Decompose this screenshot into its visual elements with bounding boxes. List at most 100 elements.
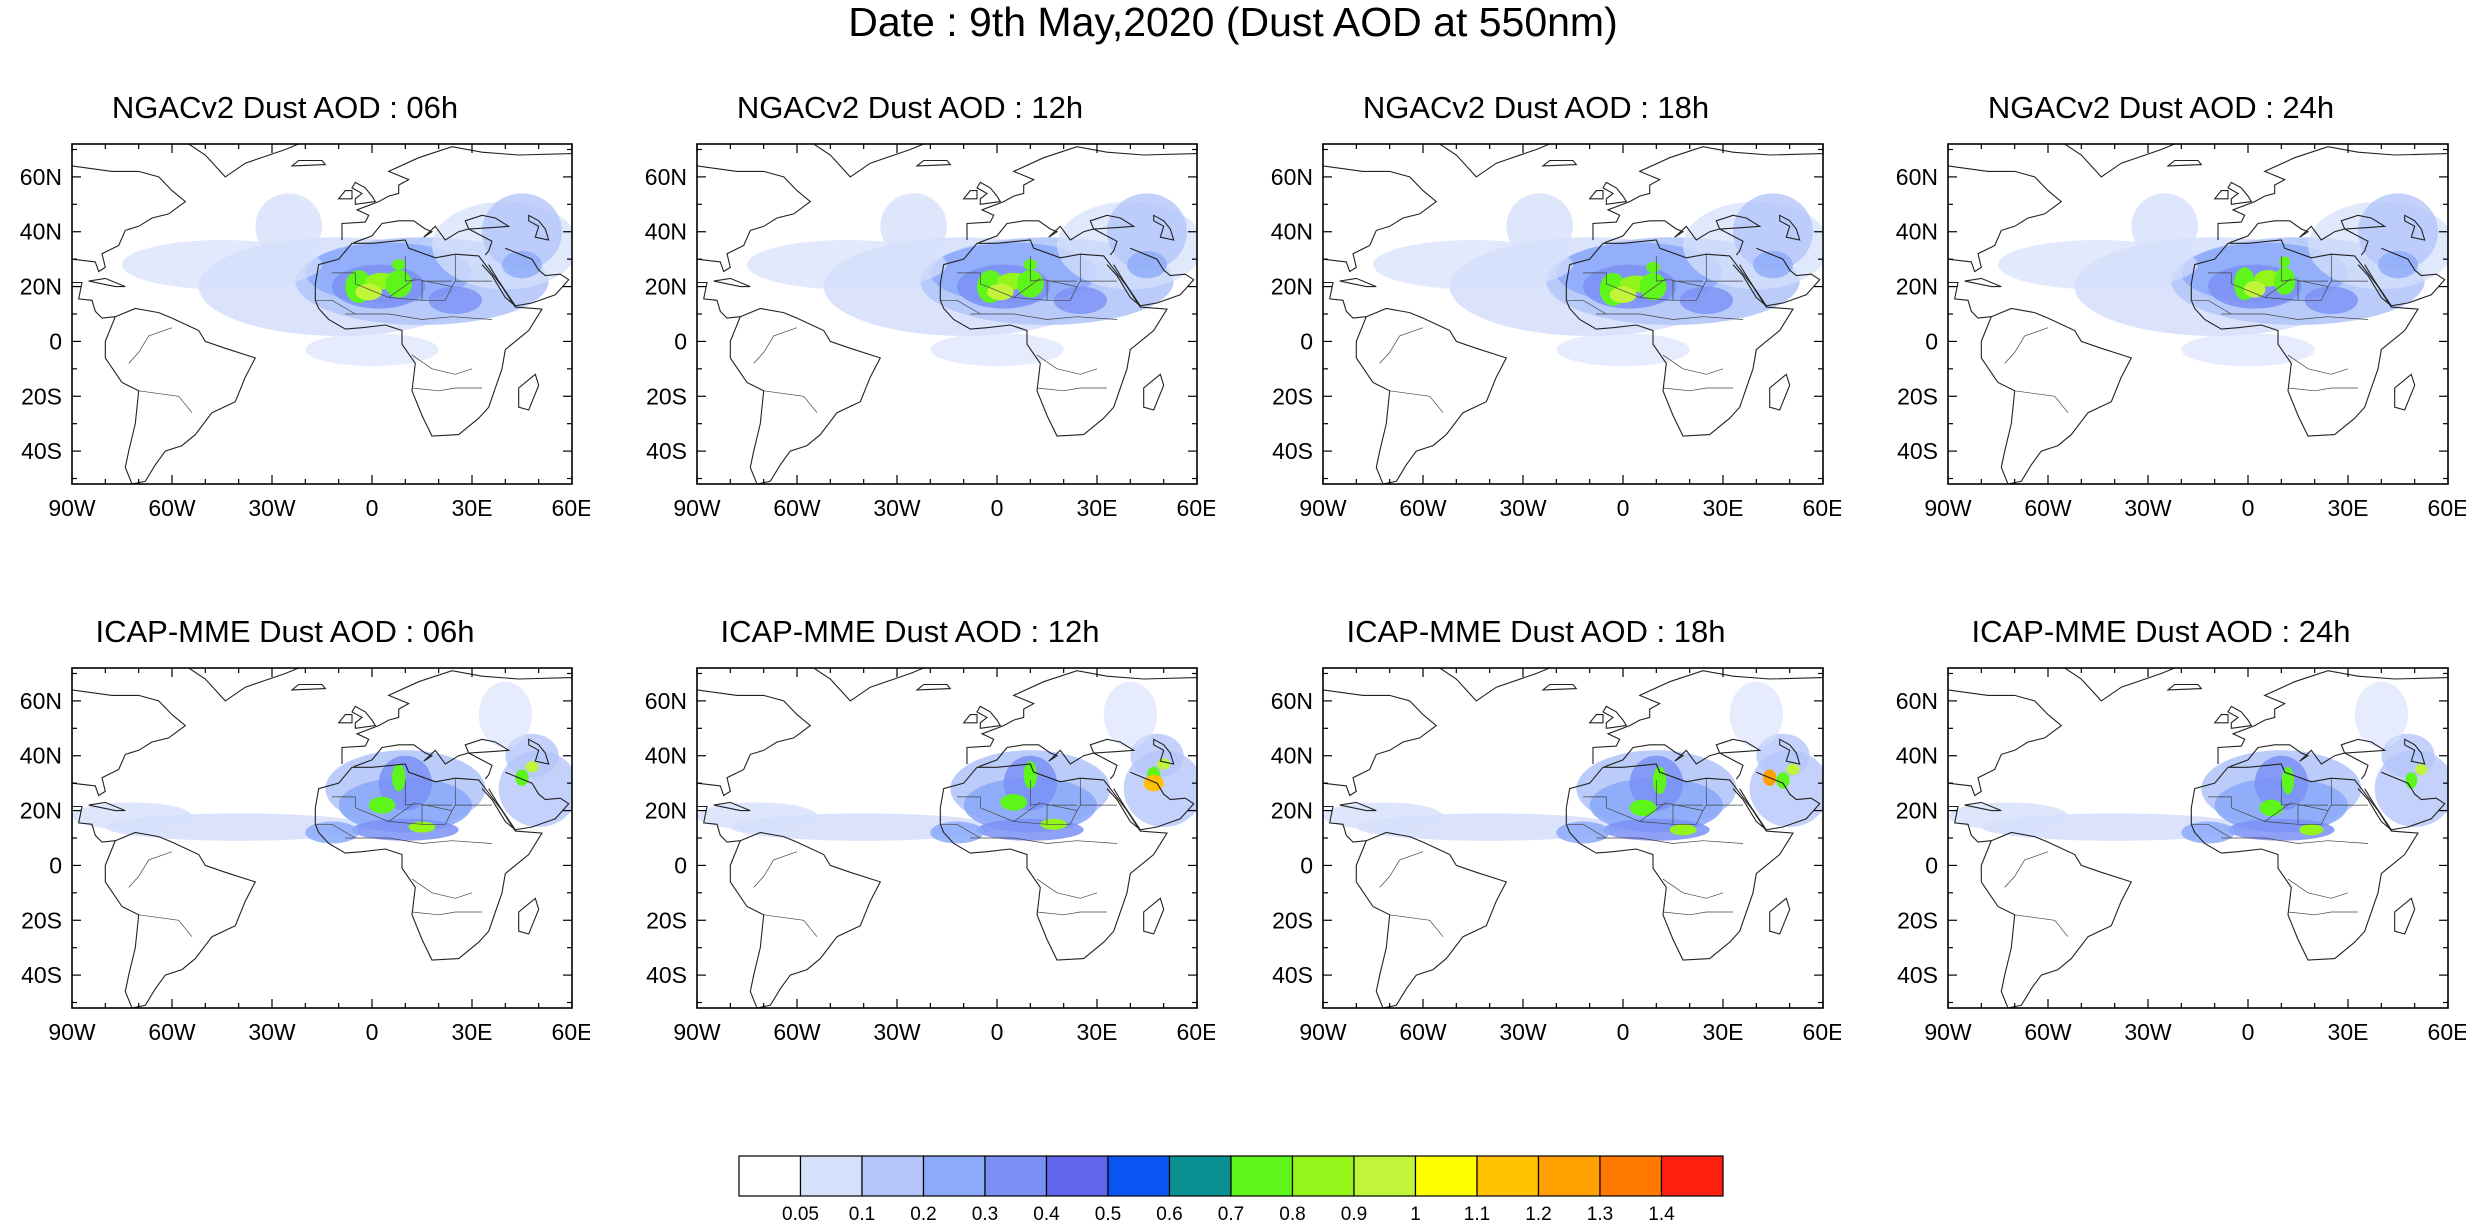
y-tick-label: 40N [1896,219,1938,245]
x-tick-label: 60W [2024,1019,2072,1045]
coastlines [697,668,1197,1008]
y-tick-label: 40N [20,219,62,245]
x-tick-label: 30W [1499,495,1547,521]
dust-plume [2354,681,2408,748]
dust-plume [305,821,359,844]
dust-plume [2259,799,2284,817]
map-panel: ICAP-MME Dust AOD : 24h 90W 60W 30W 0 30E 60E 6… [1876,612,2466,1082]
dust-plume [930,333,1064,367]
y-tick-label: 0 [1925,328,1938,354]
dust-plume [1107,193,1187,271]
axis-ticks [1322,668,1824,1008]
coastlines [1323,668,1823,1008]
y-tick-label: 20S [21,383,62,409]
x-tick-label: 30E [1703,495,1744,521]
dust-plume [1629,799,1657,817]
x-tick-label: 30E [452,495,493,521]
dust-plume [1157,758,1171,770]
dust-plume [1000,794,1027,811]
colorbar-swatch [738,1155,802,1197]
y-tick-label: 20N [1271,798,1313,824]
dust-plume [2304,286,2358,314]
x-tick-label: 30E [1077,495,1118,521]
dust-plume [2279,256,2290,268]
colorbar-label: 0.3 [972,1204,998,1222]
aod-map: 90W 60W 30W 0 30E 60E 60N 40N 20N 0 20S 40S [645,143,1215,521]
aod-colorbar: 0.05 0.1 0.2 0.3 0.4 0.5 0.6 0.7 0.8 0.9 1 1.1 1.2 1.… [735,1150,1735,1222]
y-tick-label: 20S [646,907,687,933]
dust-plume [1609,286,1637,304]
dust-plume [2358,193,2438,271]
x-tick-label: 60E [552,1019,590,1045]
y-tick-label: 20N [1896,274,1938,300]
y-tick-label: 40N [645,219,687,245]
colorbar-swatch [1168,1155,1232,1197]
axis-ticks [696,144,1198,484]
dust-plume [1127,250,1167,279]
y-tick-label: 40S [21,962,62,988]
dust-plume [1506,193,1573,260]
x-tick-label: 30W [873,495,921,521]
x-tick-label: 30W [248,495,296,521]
dust-plume [1679,286,1733,314]
panel-title: ICAP-MME Dust AOD : 24h [1971,614,2351,649]
country-borders [2004,779,2369,937]
y-tick-label: 20S [21,907,62,933]
aod-map: 90W 60W 30W 0 30E 60E 60N 40N 20N 0 20S 40S [20,667,590,1045]
x-tick-label: 90W [1924,495,1972,521]
dust-plume [1323,802,1443,830]
dust-plume [525,761,539,773]
y-tick-label: 0 [49,328,62,354]
x-tick-label: 90W [673,495,721,521]
dust-plume [1753,250,1793,279]
coastlines [1948,668,2448,1008]
country-borders [2004,255,2369,413]
panel-title: NGACv2 Dust AOD : 12h [736,90,1084,125]
x-tick-label: 0 [1617,495,1630,521]
panel-title: ICAP-MME Dust AOD : 12h [720,614,1100,649]
x-tick-label: 60E [1177,1019,1215,1045]
x-tick-label: 60W [148,495,196,521]
y-tick-label: 40N [645,743,687,769]
x-tick-label: 0 [991,1019,1004,1045]
dust-plume [2378,250,2418,279]
y-tick-label: 60N [1271,688,1313,714]
panel-title: NGACv2 Dust AOD : 18h [1362,90,1710,125]
dust-plume [2131,193,2198,260]
y-tick-label: 60N [1896,688,1938,714]
dust-plume [305,333,439,367]
coastlines [697,144,1197,484]
y-tick-label: 40S [646,438,687,464]
y-tick-label: 20S [1897,907,1938,933]
y-tick-label: 0 [674,852,687,878]
colorbar-swatch [1599,1155,1663,1197]
colorbar-swatch [1107,1155,1171,1197]
dust-plume [1556,333,1690,367]
y-tick-label: 20S [646,383,687,409]
colorbar-label: 0.4 [1033,1204,1060,1222]
dust-plume [392,763,406,792]
colorbar-label: 0.7 [1218,1204,1244,1222]
y-tick-label: 20N [1896,798,1938,824]
y-tick-label: 40S [1272,962,1313,988]
dust-plume [2282,766,2294,795]
dust-plume [977,818,1084,841]
y-tick-label: 20N [645,274,687,300]
x-tick-label: 30W [873,1019,921,1045]
y-tick-label: 20S [1272,907,1313,933]
map-panel: ICAP-MME Dust AOD : 12h 90W 60W 30W 0 30E 60E 6… [625,612,1215,1082]
x-tick-label: 0 [366,495,379,521]
y-tick-label: 20S [1897,383,1938,409]
dust-plume [255,193,322,260]
y-tick-label: 40N [1271,219,1313,245]
y-tick-label: 40N [1271,743,1313,769]
y-tick-label: 60N [20,688,62,714]
x-tick-label: 30E [1077,1019,1118,1045]
dust-plume [880,193,947,260]
x-tick-label: 60E [2428,1019,2466,1045]
y-tick-label: 20N [20,798,62,824]
x-tick-label: 30W [2124,495,2172,521]
dust-plume [1998,239,2198,290]
dust-plume [1103,681,1157,748]
dust-plume [1053,286,1107,314]
